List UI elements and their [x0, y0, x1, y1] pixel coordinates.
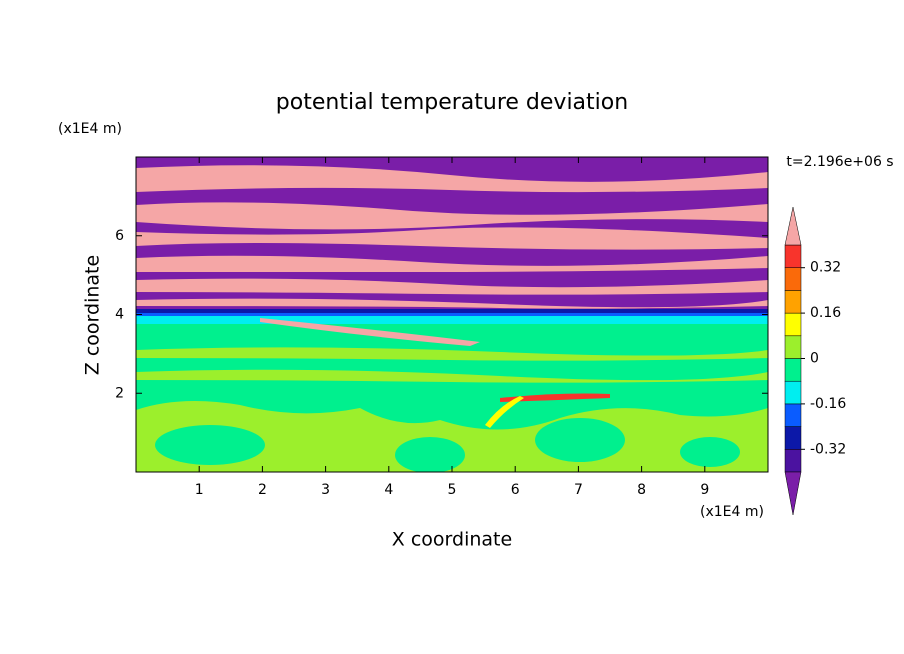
y-axis-label: Z coordinate [82, 255, 104, 375]
colorbar-cell [784, 426, 802, 450]
x-tick-label: 1 [195, 482, 204, 498]
colorbar-cell [784, 403, 802, 427]
colorbar-cell [784, 312, 802, 337]
x-tick-label: 4 [384, 482, 393, 498]
colorbar-cell [784, 380, 802, 405]
x-tick-label: 5 [448, 482, 457, 498]
colorbar-cell [784, 290, 802, 314]
colorbar-over [784, 206, 802, 246]
x-tick-label: 2 [258, 482, 267, 498]
colorbar-tick-label: -0.16 [810, 396, 846, 412]
colorbar-cell [784, 267, 802, 291]
y-unit: (x1E4 m) [58, 121, 122, 137]
x-tick-label: 8 [637, 482, 646, 498]
colorbar-under [784, 471, 802, 516]
colorbar-cell [784, 244, 802, 268]
x-tick-label: 6 [511, 482, 520, 498]
colorbar-tick-label: -0.32 [810, 441, 846, 457]
chart-title: potential temperature deviation [276, 90, 628, 115]
colorbar-tick-label: 0.16 [810, 305, 841, 321]
y-tick-label: 6 [115, 228, 124, 244]
x-axis-label: X coordinate [392, 529, 512, 551]
x-unit: (x1E4 m) [700, 504, 764, 520]
colorbar-cell [784, 335, 802, 359]
colorbar-tick-label: 0.32 [810, 260, 841, 276]
y-tick-label: 4 [115, 307, 124, 323]
contour-field [136, 157, 768, 472]
colorbar-cell [784, 358, 802, 382]
time-label: t=2.196e+06 s [786, 154, 893, 170]
colorbar-cell [784, 449, 802, 473]
x-tick-label: 3 [321, 482, 330, 498]
y-tick-label: 2 [115, 385, 124, 401]
x-tick-label: 7 [574, 482, 583, 498]
colorbar-tick-label: 0 [810, 351, 819, 367]
x-tick-label: 9 [700, 482, 709, 498]
